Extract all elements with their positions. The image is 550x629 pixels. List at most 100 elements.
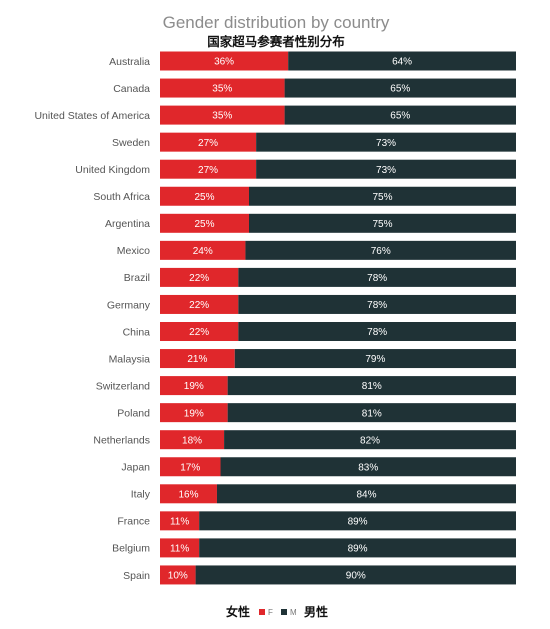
male-value-label: 90% [346,571,366,582]
female-bar [160,213,249,233]
female-bar [160,403,228,423]
male-bar [195,565,516,585]
female-bar [160,538,200,558]
category-label: Germany [107,299,151,311]
male-value-label: 89% [348,516,368,527]
female-value-label: 22% [189,327,209,338]
male-bar [249,186,516,206]
bar-row: Italy 16% 84% [131,484,516,504]
male-bar [249,213,516,233]
male-value-label: 84% [356,489,376,500]
male-value-label: 75% [372,192,392,203]
chart-subtitle: 国家超马参赛者性别分布 [207,34,345,49]
male-bar [227,403,516,423]
female-bar [160,105,285,125]
female-value-label: 36% [214,57,234,68]
female-value-label: 22% [189,273,209,284]
bar-row: United States of America 35% 65% [34,105,516,125]
legend-male-swatch [281,609,287,615]
legend-female-label: 女性 [226,604,250,619]
bar-row: Canada 35% 65% [113,78,516,98]
bar-row: Japan 17% 83% [121,457,516,477]
male-bar [234,349,516,369]
bar-row: Sweden 27% 73% [112,132,516,152]
male-bar [238,322,516,341]
female-value-label: 18% [182,435,202,446]
female-value-label: 11% [170,544,189,555]
male-bar [238,267,516,287]
bar-row: Australia 36% 64% [109,51,516,71]
bar-row: Switzerland 19% 81% [96,376,516,396]
female-value-label: 27% [198,165,218,176]
female-bar [160,457,221,477]
male-value-label: 79% [365,354,385,365]
category-label: France [117,516,150,528]
category-label: United States of America [34,110,150,122]
bar-area: Australia 36% 64%Canada 35% 65%United States… [34,51,516,585]
male-value-label: 82% [360,435,380,446]
bar-row: China 22% 78% [123,322,516,341]
bar-row: Belgium 11% 89% [112,538,516,558]
female-bar [160,349,235,369]
female-bar [160,484,217,504]
category-label: Malaysia [109,353,151,365]
male-bar [256,159,516,179]
female-bar [160,51,289,71]
male-value-label: 78% [367,273,387,284]
legend-female-swatch [259,609,265,615]
category-label: Poland [117,407,150,419]
female-value-label: 25% [194,219,214,230]
category-label: South Africa [93,191,150,203]
female-bar [160,240,246,260]
category-label: China [123,326,151,338]
category-label: Canada [113,83,150,95]
female-bar [160,376,228,396]
female-value-label: 27% [198,138,218,149]
male-bar [284,105,516,125]
female-bar [160,267,239,287]
category-label: Belgium [112,543,150,555]
legend-male-marker: M [290,608,297,617]
male-bar [227,376,516,396]
male-bar [256,132,516,152]
male-value-label: 81% [362,381,382,392]
male-bar [238,294,516,314]
bar-row: Mexico 24% 76% [117,240,516,260]
category-label: Sweden [112,137,150,149]
category-label: Japan [121,462,150,474]
male-value-label: 65% [390,84,410,95]
legend-male-label: 男性 [304,604,328,619]
male-value-label: 78% [367,327,387,338]
male-bar [220,457,516,477]
male-value-label: 78% [367,300,387,311]
male-value-label: 83% [358,462,378,473]
female-value-label: 17% [180,462,200,473]
male-bar [216,484,516,504]
bar-row: Netherlands 18% 82% [93,430,516,450]
female-value-label: 19% [184,408,204,419]
female-bar [160,322,239,341]
bar-row: France 11% 89% [117,511,516,531]
male-bar [224,430,516,450]
female-value-label: 16% [178,489,198,500]
female-value-label: 11% [170,516,189,527]
female-bar [160,565,196,585]
bar-row: Malaysia 21% 79% [109,349,516,369]
female-value-label: 22% [189,300,209,311]
female-bar [160,159,257,179]
bar-row: Brazil 22% 78% [124,267,516,287]
female-value-label: 19% [184,381,204,392]
male-value-label: 65% [390,111,410,122]
female-value-label: 35% [212,84,232,95]
female-bar [160,511,200,531]
female-bar [160,78,285,98]
male-bar [199,538,516,558]
male-bar [288,51,516,71]
female-bar [160,132,257,152]
male-bar [284,78,516,98]
bar-row: Argentina 25% 75% [105,213,516,233]
chart-title: Gender distribution by country [163,13,390,32]
category-label: Spain [123,570,150,582]
female-value-label: 24% [193,246,213,257]
